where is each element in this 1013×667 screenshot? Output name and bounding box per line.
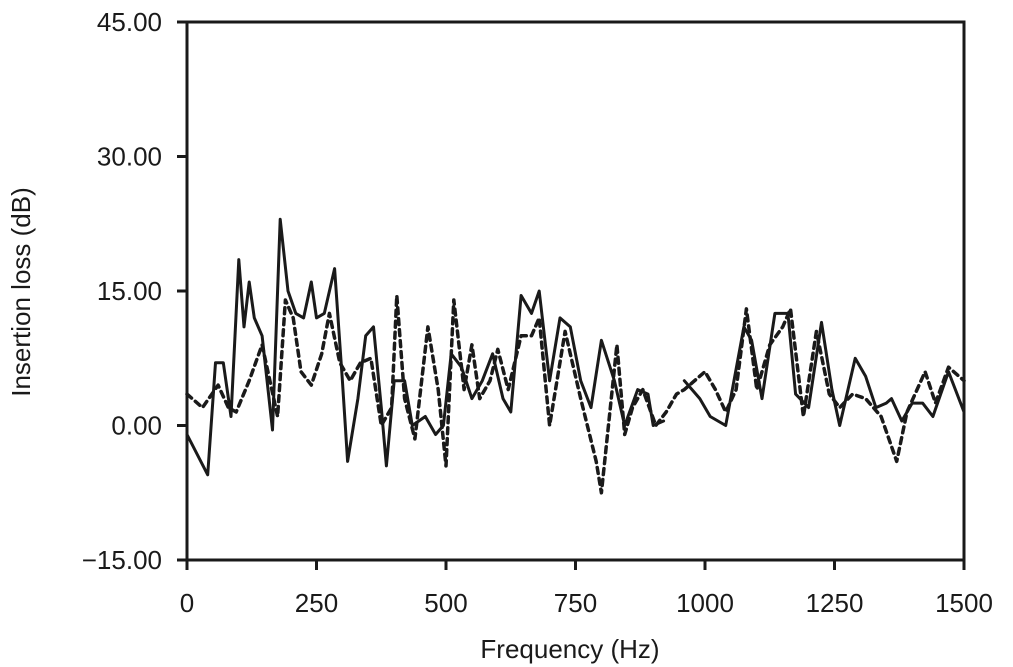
series-dashed-line xyxy=(185,293,966,495)
y-tick-label: 45.00 xyxy=(97,7,162,37)
series-solid-line xyxy=(185,217,966,477)
y-axis: −15.00 0.00 15.00 30.00 45.00 xyxy=(82,7,187,575)
x-tick-label: 750 xyxy=(554,588,597,618)
y-tick-label: 15.00 xyxy=(97,276,162,306)
x-tick-label: 1250 xyxy=(806,588,864,618)
x-tick-label: 250 xyxy=(295,588,338,618)
x-tick-label: 1500 xyxy=(935,588,993,618)
x-tick-label: 500 xyxy=(424,588,467,618)
y-tick-label: 0.00 xyxy=(111,411,162,441)
x-tick-label: 0 xyxy=(180,588,194,618)
y-tick-label: 30.00 xyxy=(97,142,162,172)
plot-border xyxy=(185,20,966,562)
series-layer xyxy=(185,217,966,495)
x-tick-label: 1000 xyxy=(676,588,734,618)
plot-frame xyxy=(185,20,966,562)
x-axis: 0 250 500 750 1000 1250 1500 xyxy=(180,560,993,618)
y-axis-title: Insertion loss (dB) xyxy=(6,187,36,397)
x-axis-title: Frequency (Hz) xyxy=(480,634,659,664)
y-tick-label: −15.00 xyxy=(82,545,162,575)
